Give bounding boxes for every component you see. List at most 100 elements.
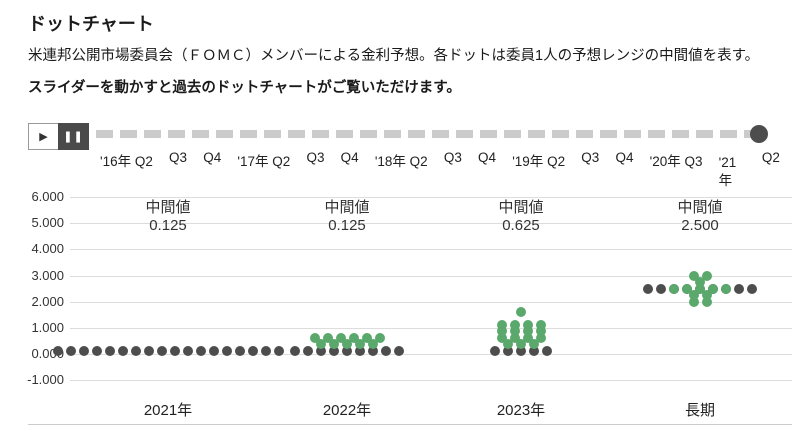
bottom-border bbox=[28, 424, 792, 425]
median-label: 中間値 bbox=[324, 199, 370, 216]
chart-dot bbox=[368, 345, 378, 356]
chart-dot bbox=[701, 296, 712, 307]
x-axis-label: 長期 bbox=[684, 402, 715, 419]
timeline-label: Q2 bbox=[761, 150, 780, 165]
timeline-label: Q4 bbox=[340, 150, 359, 165]
timeline-label: Q3 bbox=[306, 150, 325, 165]
chart-dot bbox=[535, 319, 546, 330]
chart-dot bbox=[490, 345, 500, 356]
chart-dot bbox=[104, 345, 115, 356]
y-axis-tick: 5.000 bbox=[31, 215, 64, 231]
chart-dot bbox=[701, 270, 712, 281]
chart-dot bbox=[169, 345, 180, 356]
chart-dot bbox=[656, 283, 666, 294]
median-label: 中間値 bbox=[677, 199, 723, 216]
gridline bbox=[70, 275, 792, 277]
median-label: 中間値 bbox=[498, 199, 544, 216]
timeline-label: '20年 Q3 bbox=[649, 154, 703, 169]
chart-dot bbox=[695, 277, 705, 288]
chart-dot bbox=[522, 319, 533, 330]
chart-dot bbox=[516, 306, 526, 317]
timeline-label: '16年 Q2 bbox=[100, 154, 153, 169]
chart-dot bbox=[309, 332, 320, 343]
chart-dot bbox=[329, 339, 339, 350]
chart-dot bbox=[529, 339, 539, 350]
chart-dot bbox=[529, 345, 539, 356]
median-value: 0.125 bbox=[328, 217, 366, 234]
chart-dot bbox=[303, 345, 313, 356]
chart-dot bbox=[130, 345, 141, 356]
chart-dot bbox=[335, 332, 346, 343]
chart-dot bbox=[688, 270, 699, 281]
chart-dot bbox=[260, 345, 271, 356]
x-axis-label: 2021年 bbox=[143, 402, 193, 419]
y-axis-tick: 4.000 bbox=[31, 241, 64, 257]
chart-dot bbox=[374, 332, 385, 343]
chart-dot bbox=[708, 283, 718, 294]
chart-dot bbox=[503, 339, 513, 350]
slider-handle[interactable] bbox=[750, 125, 768, 143]
gridline bbox=[70, 380, 792, 382]
chart-dot bbox=[503, 345, 513, 356]
chart-dot bbox=[522, 332, 533, 343]
median-value: 0.125 bbox=[149, 217, 187, 234]
chart-dot bbox=[368, 339, 378, 350]
gridline bbox=[70, 354, 792, 355]
chart-dot bbox=[234, 345, 245, 356]
player-controls: ▶ ❚❚ bbox=[28, 123, 90, 151]
chart-dot bbox=[316, 339, 326, 350]
chart-dot bbox=[509, 326, 520, 337]
x-axis-label: 2023年 bbox=[496, 402, 546, 419]
chart-dot bbox=[195, 345, 206, 356]
chart-dot bbox=[394, 345, 404, 356]
chart-dot bbox=[516, 345, 526, 356]
chart-dot bbox=[91, 345, 102, 356]
x-axis-label: 2022年 bbox=[322, 402, 372, 419]
chart-dot bbox=[682, 283, 692, 294]
header: ドットチャート 米連邦公開市場委員会（ＦＯＭＣ）メンバーによる金利予想。各ドット… bbox=[28, 10, 778, 97]
chart-dot bbox=[695, 283, 705, 294]
timeline-label: '18年 Q2 bbox=[374, 154, 428, 169]
y-axis-tick: 1.000 bbox=[31, 319, 64, 335]
chart-dot bbox=[688, 296, 699, 307]
timeline-label: '19年 Q2 bbox=[512, 154, 566, 169]
median-label: 中間値 bbox=[145, 199, 191, 216]
slider-track[interactable] bbox=[96, 125, 768, 143]
chart-dot bbox=[734, 283, 744, 294]
chart-dot bbox=[208, 345, 219, 356]
chart-dot bbox=[522, 326, 533, 337]
slider-instruction: スライダーを動かすと過去のドットチャートがご覧いただけます。 bbox=[28, 79, 461, 96]
chart-dot bbox=[348, 332, 359, 343]
chart-dot bbox=[509, 332, 520, 343]
timeline-label: Q4 bbox=[203, 150, 222, 165]
chart-dot bbox=[78, 345, 89, 356]
y-axis-tick: 2.000 bbox=[31, 293, 64, 309]
timeline-label: Q3 bbox=[169, 150, 188, 165]
chart-dot bbox=[535, 326, 546, 337]
chart-dot bbox=[322, 332, 333, 343]
page-title: ドットチャート bbox=[28, 14, 154, 34]
chart-dot bbox=[117, 345, 128, 356]
pause-button[interactable]: ❚❚ bbox=[58, 123, 89, 150]
chart-dot bbox=[701, 290, 712, 301]
chart-dot bbox=[182, 345, 193, 356]
timeline-label: Q4 bbox=[478, 150, 497, 165]
chart-dot bbox=[542, 345, 552, 356]
timeline-label: Q3 bbox=[581, 150, 600, 165]
timeline-labels: '16年 Q2 Q3 Q4 '17年 Q2 Q3 Q4 '18年 Q2 Q3 Q4 '19年 Q2… bbox=[100, 150, 780, 190]
chart-dot bbox=[496, 332, 507, 343]
chart-dot bbox=[156, 345, 167, 356]
chart-dot bbox=[747, 283, 757, 294]
chart-dot bbox=[496, 319, 507, 330]
chart-dot bbox=[355, 339, 365, 350]
chart-dot bbox=[688, 290, 699, 301]
chart-dot bbox=[221, 345, 232, 356]
chart-dot bbox=[342, 339, 352, 350]
gridline bbox=[70, 223, 792, 225]
gridline bbox=[70, 249, 792, 251]
chart-dot bbox=[273, 345, 284, 356]
chart-dot bbox=[329, 345, 339, 356]
median-value: 2.500 bbox=[681, 217, 719, 234]
chart-dot bbox=[516, 339, 526, 350]
